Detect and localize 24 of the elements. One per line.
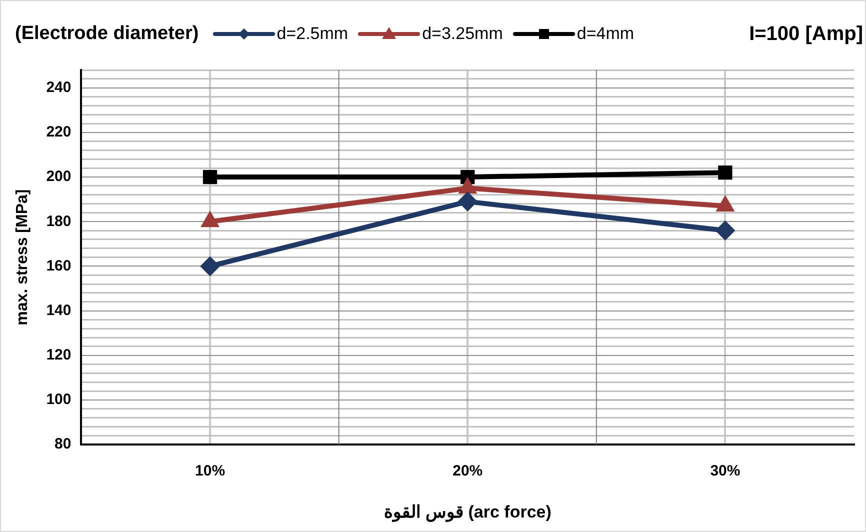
point [202,170,218,184]
legend-label: d=3.25mm [422,24,503,44]
point [718,166,732,180]
point [715,220,736,241]
y-tick-label: 120 [46,346,72,364]
y-tick-label: 160 [46,257,72,274]
x-tick-label: 10% [195,462,226,480]
legend-title: (Electrode diameter) [15,23,199,45]
legend-label: d=2.5mm [276,24,348,44]
y-tick-label: 200 [46,168,72,186]
point [458,192,478,212]
y-tick-label: 240 [46,78,72,96]
chart-title: I=100 [Amp] [749,22,863,46]
y-tick-label: 180 [46,212,72,230]
y-tick-label: 100 [46,391,72,408]
point [200,256,220,276]
y-axis-title: max. stress [MPa] [14,189,32,326]
y-tick-label: 140 [46,302,72,319]
x-axis-title: قوس القوة (arc force) [384,502,552,522]
y-tick-label: 220 [46,124,72,141]
y-tick-label: 80 [54,436,72,453]
x-tick-label: 30% [710,462,740,480]
x-tick-label: 20% [452,462,483,480]
legend-label: d=4mm [576,24,634,44]
